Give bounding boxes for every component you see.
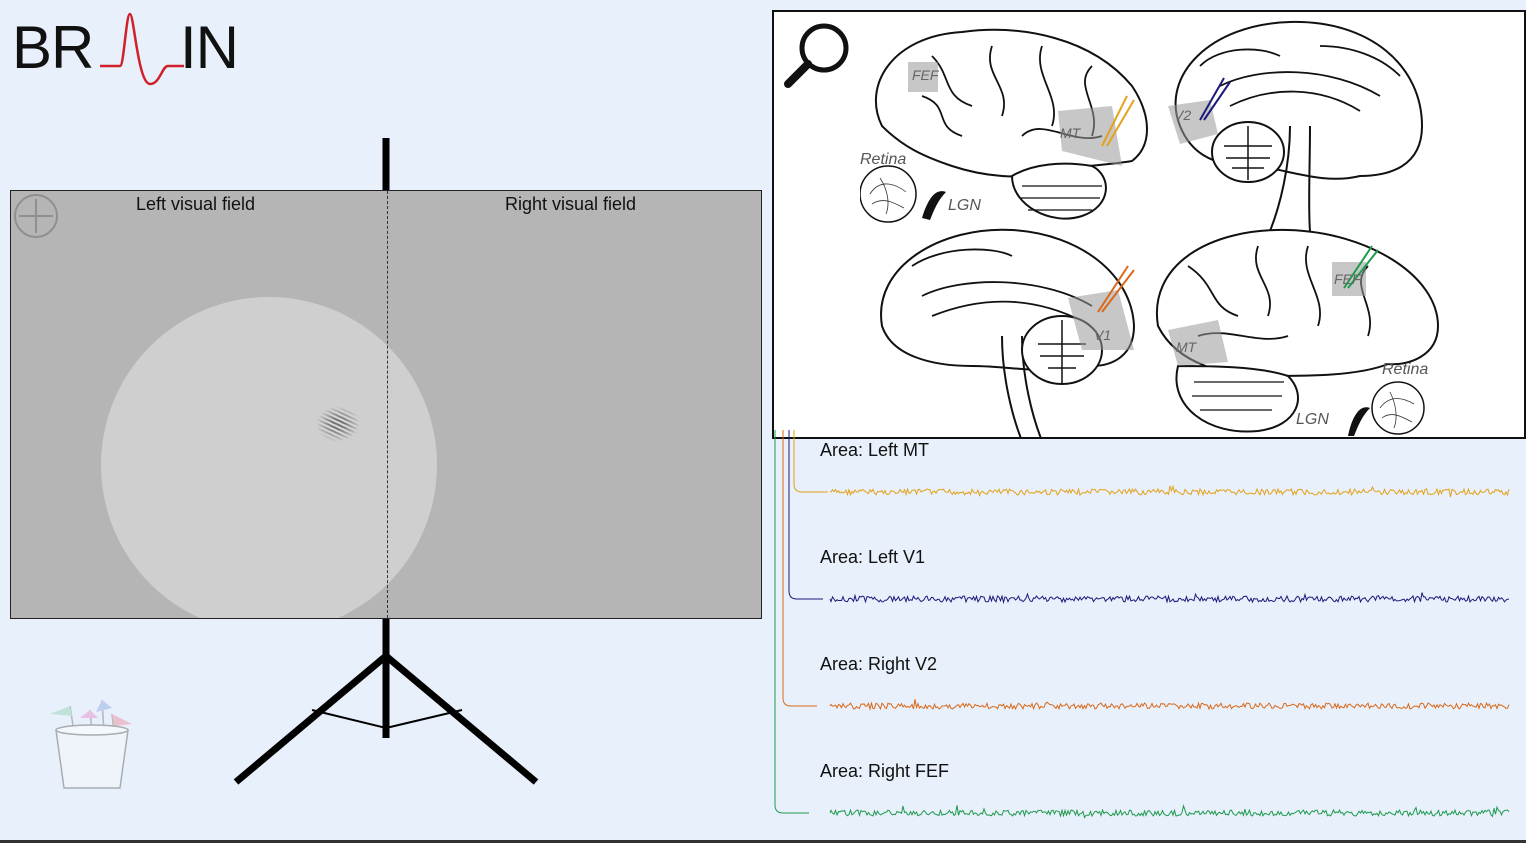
gabor-stimulus[interactable]: [316, 406, 360, 442]
brain-medial-right: V2: [1168, 20, 1424, 232]
lgn-bottom-label: LGN: [1296, 411, 1329, 428]
retina-lgn-bottom: Retina LGN: [1296, 361, 1428, 436]
recording-label-left-mt: Area: Left MT: [820, 440, 930, 460]
crosshair-icon[interactable]: [14, 194, 58, 238]
right-visual-field-label: Right visual field: [505, 194, 637, 214]
lfp-trace-3: [829, 804, 1510, 819]
recording-traces: [774, 430, 1510, 819]
logo-text-right: IN: [180, 14, 239, 81]
brain1-mt-label: MT: [1060, 125, 1082, 141]
lfp-trace-1: [829, 592, 1510, 605]
brain-medial-left: V1: [880, 228, 1136, 437]
lgn-top-label: LGN: [948, 197, 981, 214]
logo-text-left: BR: [12, 14, 94, 81]
logo-wave-icon: [100, 12, 184, 86]
retina-top-label: Retina: [860, 151, 906, 168]
retina-bottom-label: Retina: [1382, 361, 1428, 378]
lfp-trace-2: [829, 699, 1510, 711]
trace-connector: [788, 430, 823, 600]
trace-connector: [782, 430, 817, 707]
trace-connector: [793, 430, 828, 493]
bottom-border: [0, 840, 1526, 843]
recording-label-right-v2: Area: Right V2: [820, 654, 938, 674]
brain-lateral-right: FEF MT: [1155, 228, 1440, 433]
stimulus-screen: Left visual field Right visual field: [10, 190, 762, 619]
brain-lateral-left: FEF MT: [874, 28, 1148, 220]
left-visual-field-label: Left visual field: [136, 194, 256, 214]
lfp-trace-0: [829, 484, 1510, 498]
retina-lgn-top: Retina LGN: [860, 151, 981, 223]
brain2-v2-label: V2: [1174, 107, 1191, 123]
vertical-meridian: [387, 191, 388, 618]
brain1-fef-label: FEF: [912, 67, 940, 83]
stimulus-aperture: [101, 297, 437, 618]
recording-label-right-fef: Area: Right FEF: [820, 761, 950, 781]
brain-logo: BR IN: [12, 10, 252, 90]
brain-areas-panel: FEF MT Retina LGN V2 V1: [772, 10, 1526, 439]
brain4-mt-label: MT: [1176, 339, 1198, 355]
brain3-v1-label: V1: [1094, 327, 1111, 343]
recording-label-left-v1: Area: Left V1: [820, 547, 926, 567]
magnifier-icon[interactable]: [782, 18, 854, 90]
flags-cup-icon[interactable]: [44, 692, 140, 792]
brain4-fef-label: FEF: [1334, 271, 1362, 287]
trace-connector: [774, 430, 809, 814]
